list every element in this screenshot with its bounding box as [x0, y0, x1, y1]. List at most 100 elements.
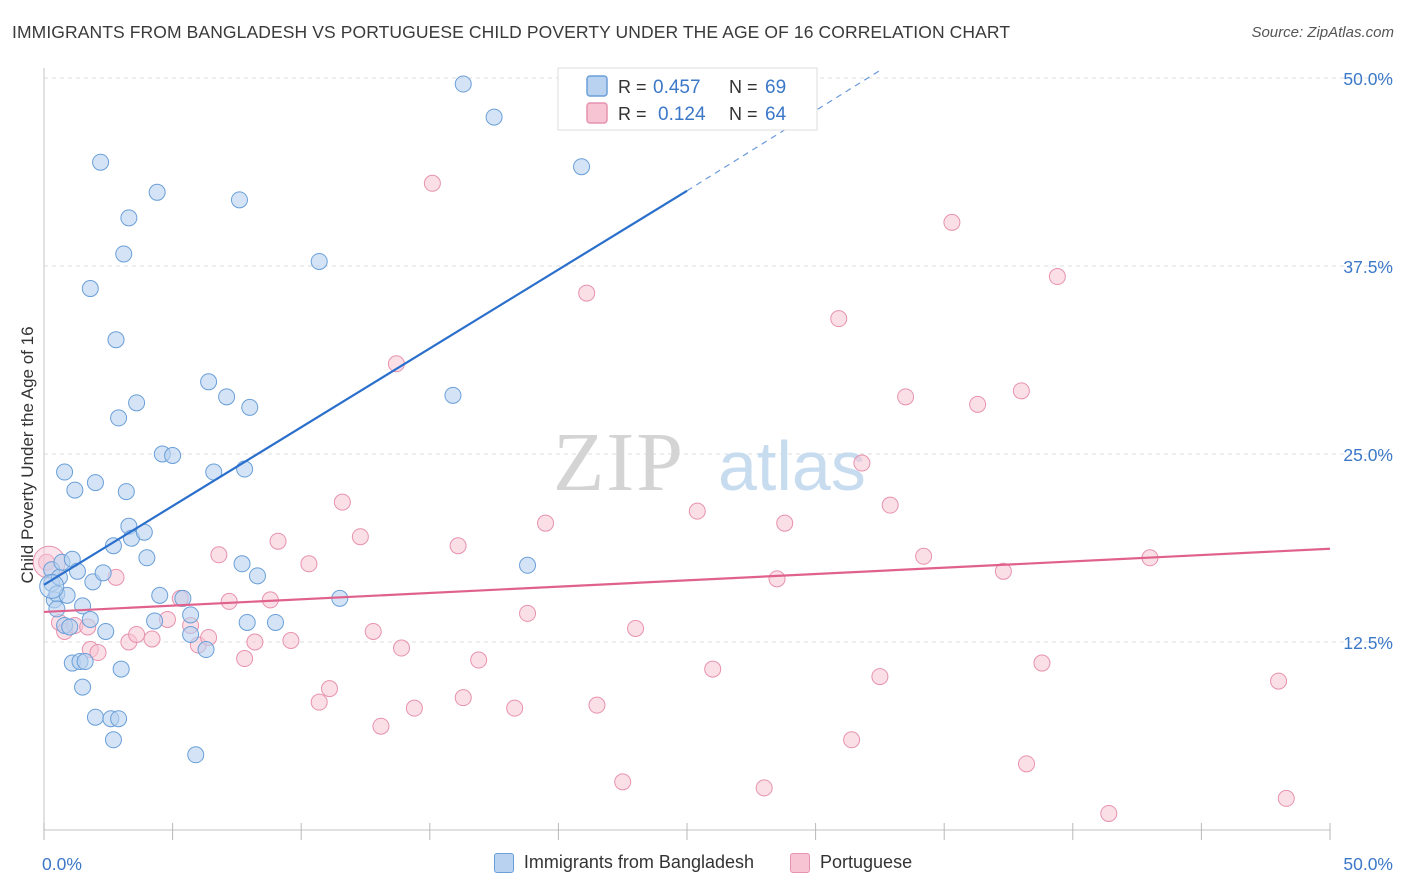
portuguese-point-32: [405, 699, 423, 717]
bangladesh-trend-extension: [686, 69, 881, 192]
y-tick-label-1: 25.0%: [1343, 445, 1393, 465]
bangladesh-point-62: [310, 252, 328, 270]
bangladesh-point-39: [128, 394, 146, 412]
portuguese-point-47: [768, 570, 786, 588]
watermark-atlas: atlas: [718, 427, 866, 505]
portuguese-point-52: [871, 668, 889, 686]
portuguese-point-62: [1048, 268, 1066, 286]
legend-swatch-portuguese: [790, 852, 811, 873]
portuguese-point-48: [776, 514, 794, 532]
legend-item-portuguese: Portuguese: [790, 852, 912, 873]
y-tick-label-3: 50.0%: [1343, 69, 1393, 89]
bangladesh-point-47: [174, 589, 192, 607]
bangladesh-point-24: [92, 153, 110, 171]
bangladesh-point-52: [200, 373, 218, 391]
bangladesh-points: [39, 75, 591, 764]
portuguese-point-6: [89, 644, 107, 662]
bangladesh-point-42: [146, 612, 164, 630]
portuguese-point-24: [310, 693, 328, 711]
bangladesh-point-61: [266, 613, 284, 631]
bangladesh-point-18: [76, 653, 94, 671]
watermark-zip: ZIP: [553, 416, 685, 509]
portuguese-point-57: [969, 395, 987, 413]
portuguese-point-26: [333, 493, 351, 511]
bangladesh-point-26: [97, 622, 115, 640]
bangladesh-point-57: [236, 460, 254, 478]
portuguese-point-35: [454, 689, 472, 707]
portuguese-point-44: [688, 502, 706, 520]
axes-layer: [43, 68, 1331, 840]
bangladesh-point-25: [94, 564, 112, 582]
bangladesh-point-20: [81, 610, 99, 628]
portuguese-point-9: [128, 625, 146, 643]
portuguese-point-31: [393, 639, 411, 657]
bangladesh-point-28: [104, 537, 122, 555]
legend-r-label-pink: R =: [618, 104, 647, 124]
portuguese-point-34: [449, 537, 467, 555]
legend-n-value-blue: 69: [765, 77, 786, 98]
y-axis-label: Child Poverty Under the Age of 16: [18, 326, 37, 584]
portuguese-point-23: [300, 555, 318, 573]
x-tick-label-0: 0.0%: [42, 854, 82, 874]
portuguese-point-41: [588, 696, 606, 714]
portuguese-point-53: [881, 496, 899, 514]
portuguese-point-10: [143, 630, 161, 648]
portuguese-point-42: [614, 773, 632, 791]
legend-label-bangladesh: Immigrants from Bangladesh: [523, 852, 755, 872]
bangladesh-point-41: [138, 549, 156, 567]
portuguese-point-58: [994, 562, 1012, 580]
portuguese-point-66: [1277, 789, 1295, 807]
bangladesh-point-10: [61, 618, 79, 636]
legend: R = 0.457 N = 69 R = 0.124 N = 64: [557, 67, 818, 131]
portuguese-point-49: [830, 310, 848, 328]
portuguese-points: [32, 174, 1295, 822]
bangladesh-point-31: [110, 710, 128, 728]
portuguese-point-61: [1033, 654, 1051, 672]
legend-n-label-blue: N =: [729, 77, 758, 97]
portuguese-point-51: [853, 454, 871, 472]
bangladesh-point-19: [81, 280, 99, 298]
portuguese-point-38: [519, 604, 537, 622]
portuguese-point-63: [1100, 804, 1118, 822]
portuguese-point-50: [843, 731, 861, 749]
bangladesh-point-34: [115, 245, 133, 263]
bangladesh-point-36: [120, 209, 138, 227]
portuguese-point-36: [470, 651, 488, 669]
portuguese-point-65: [1270, 672, 1288, 690]
bangladesh-point-29: [104, 731, 122, 749]
bangladesh-point-30: [107, 331, 125, 349]
bangladesh-cluster: [39, 573, 65, 599]
legend-r-label-blue: R =: [618, 77, 647, 97]
bangladesh-point-17: [74, 678, 92, 696]
x-tick-label-1: 50.0%: [1343, 854, 1393, 874]
bangladesh-point-65: [454, 75, 472, 93]
grid-layer: [44, 77, 1392, 643]
bottom-legend: Immigrants from Bangladesh Portuguese: [0, 852, 1406, 873]
bangladesh-point-33: [112, 660, 130, 678]
portuguese-trend-line: [43, 547, 1331, 614]
legend-n-value-pink: 64: [765, 104, 787, 125]
bangladesh-point-64: [444, 386, 462, 404]
legend-r-value-pink: 0.124: [658, 104, 706, 125]
portuguese-point-54: [897, 388, 915, 406]
portuguese-point-28: [364, 622, 382, 640]
portuguese-point-18: [236, 650, 254, 668]
chart-title: IMMIGRANTS FROM BANGLADESH VS PORTUGUESE…: [12, 22, 1011, 42]
bangladesh-point-4: [48, 600, 66, 618]
legend-item-bangladesh: Immigrants from Bangladesh: [493, 852, 755, 873]
portuguese-point-39: [537, 514, 555, 532]
bangladesh-point-59: [241, 398, 259, 416]
portuguese-point-46: [755, 779, 773, 797]
bangladesh-point-23: [86, 708, 104, 726]
portuguese-point-22: [282, 631, 300, 649]
portuguese-point-59: [1012, 382, 1030, 400]
bangladesh-point-14: [68, 562, 86, 580]
portuguese-point-40: [578, 284, 596, 302]
portuguese-point-45: [704, 660, 722, 678]
bangladesh-point-13: [66, 481, 84, 499]
legend-label-portuguese: Portuguese: [820, 852, 913, 872]
y-tick-label-0: 12.5%: [1343, 633, 1393, 653]
bangladesh-point-49: [182, 625, 200, 643]
legend-n-label-pink: N =: [729, 104, 758, 124]
